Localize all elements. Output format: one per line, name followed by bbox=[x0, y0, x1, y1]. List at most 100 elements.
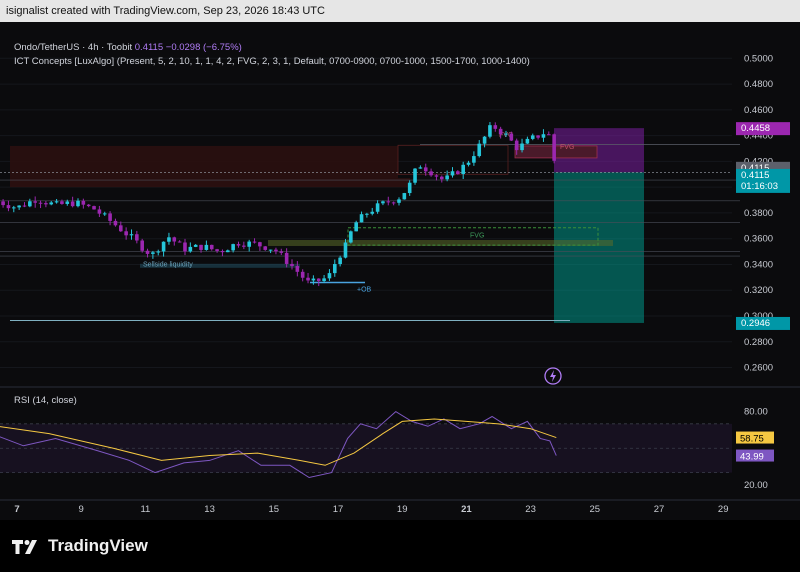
candle-body bbox=[274, 249, 278, 252]
symbol-legend[interactable]: Ondo/TetherUS · 4h · Toobit 0.4115 −0.02… bbox=[14, 42, 242, 53]
target-top-badge bbox=[736, 122, 790, 136]
candle-body bbox=[161, 241, 166, 252]
candle-body bbox=[381, 201, 385, 204]
candle-body bbox=[456, 171, 460, 175]
fvg-zone-bearish bbox=[514, 145, 598, 159]
candle-body bbox=[225, 250, 230, 253]
time-tick-label: 19 bbox=[397, 504, 408, 515]
rsi-line bbox=[0, 411, 557, 479]
rsi-value-badge bbox=[736, 449, 774, 462]
candle-body bbox=[450, 171, 455, 176]
countdown-badge-text: 0.4115 bbox=[741, 170, 769, 181]
candle-body bbox=[482, 136, 487, 144]
candle-body bbox=[284, 252, 289, 264]
candle-body bbox=[135, 234, 139, 241]
price-tick-label: 0.4600 bbox=[744, 105, 773, 116]
candle-body bbox=[461, 164, 465, 175]
rsi-ma-badge-text: 58.75 bbox=[740, 434, 764, 445]
candle-body bbox=[386, 201, 391, 203]
candle-body bbox=[349, 231, 353, 243]
footer: TradingView bbox=[0, 520, 800, 572]
candle-body bbox=[434, 175, 439, 177]
target-bottom-badge bbox=[736, 316, 790, 330]
candle-body bbox=[316, 278, 321, 282]
candle-body bbox=[108, 213, 112, 221]
candle-body bbox=[236, 244, 241, 246]
price-tick-label: 0.5000 bbox=[744, 53, 773, 64]
indicator-legend[interactable]: ICT Concepts [LuxAlgo] (Present, 5, 2, 1… bbox=[14, 56, 530, 67]
rsi-legend[interactable]: RSI (14, close) bbox=[14, 395, 77, 406]
price-tick-label: 0.2800 bbox=[744, 337, 773, 348]
candle-body bbox=[306, 277, 310, 281]
candle-body bbox=[258, 242, 262, 247]
candle-body bbox=[407, 182, 412, 194]
candle-body bbox=[429, 171, 433, 176]
price-tick-label: 0.3800 bbox=[744, 208, 773, 219]
take-profit-zone bbox=[554, 172, 644, 323]
candle-body bbox=[391, 202, 396, 204]
candle-body bbox=[167, 237, 171, 242]
candle-body bbox=[38, 202, 43, 204]
price-tick-label: 0.4800 bbox=[744, 79, 773, 90]
time-tick-label: 27 bbox=[654, 504, 665, 515]
candle-body bbox=[488, 125, 492, 137]
candle-body bbox=[22, 205, 27, 207]
candle-body bbox=[423, 167, 428, 172]
time-tick-label: 21 bbox=[461, 504, 472, 515]
candle-body bbox=[17, 205, 21, 208]
candle-body bbox=[113, 220, 118, 226]
candle-body bbox=[375, 203, 380, 212]
rsi-ma-line bbox=[0, 418, 557, 466]
candle-body bbox=[311, 278, 316, 281]
candle-body bbox=[418, 167, 423, 169]
candle-body bbox=[327, 273, 332, 279]
time-tick-label: 29 bbox=[718, 504, 729, 515]
candle-body bbox=[156, 251, 161, 253]
lightning-icon bbox=[544, 367, 562, 385]
candle-body bbox=[397, 199, 401, 203]
candle-body bbox=[124, 231, 128, 236]
price-change: −0.0298 (−6.75%) bbox=[165, 42, 242, 53]
candle-body bbox=[552, 134, 556, 161]
countdown-badge bbox=[736, 168, 790, 193]
fvg-outline bbox=[347, 227, 599, 246]
candle-body bbox=[332, 264, 337, 274]
time-tick-label: 7 bbox=[14, 504, 19, 515]
candle-body bbox=[102, 213, 107, 215]
rsi-tick-label: 20.00 bbox=[744, 480, 768, 491]
candle-body bbox=[279, 251, 284, 253]
price-tick-label: 0.3000 bbox=[744, 311, 773, 322]
candle-body bbox=[242, 245, 246, 247]
price-tick-label: 0.2600 bbox=[744, 363, 773, 374]
candle-body bbox=[199, 244, 203, 250]
time-tick-label: 17 bbox=[333, 504, 344, 515]
tradingview-logo-icon bbox=[12, 540, 37, 554]
candle-body bbox=[466, 162, 471, 165]
candle-body bbox=[504, 133, 508, 135]
target-top-badge-text: 0.4458 bbox=[741, 123, 770, 134]
candle-body bbox=[193, 244, 198, 247]
time-tick-label: 9 bbox=[79, 504, 84, 515]
candle-body bbox=[65, 201, 70, 204]
watermark-credit: isignalist created with TradingView.com,… bbox=[0, 0, 800, 22]
supply-zone bbox=[10, 178, 410, 188]
tradingview-logo: TradingView bbox=[12, 536, 148, 556]
candle-body bbox=[536, 135, 540, 138]
candlestick-series bbox=[1, 122, 556, 287]
time-tick-label: 11 bbox=[140, 504, 150, 515]
rsi-value-badge-text: 43.99 bbox=[740, 452, 764, 463]
candle-body bbox=[60, 201, 64, 204]
candle-body bbox=[70, 201, 75, 207]
symbol-name: Ondo/TetherUS · 4h · Toobit bbox=[14, 42, 133, 53]
candle-body bbox=[445, 175, 449, 180]
candle-body bbox=[220, 250, 225, 253]
price-tick-label: 0.3400 bbox=[744, 259, 773, 270]
axes: 0.50000.48000.46000.44000.42000.40000.38… bbox=[14, 53, 790, 515]
price-tick-label: 0.3600 bbox=[744, 234, 773, 245]
candle-body bbox=[33, 201, 37, 203]
candle-body bbox=[76, 200, 80, 207]
candle-body bbox=[290, 263, 294, 267]
